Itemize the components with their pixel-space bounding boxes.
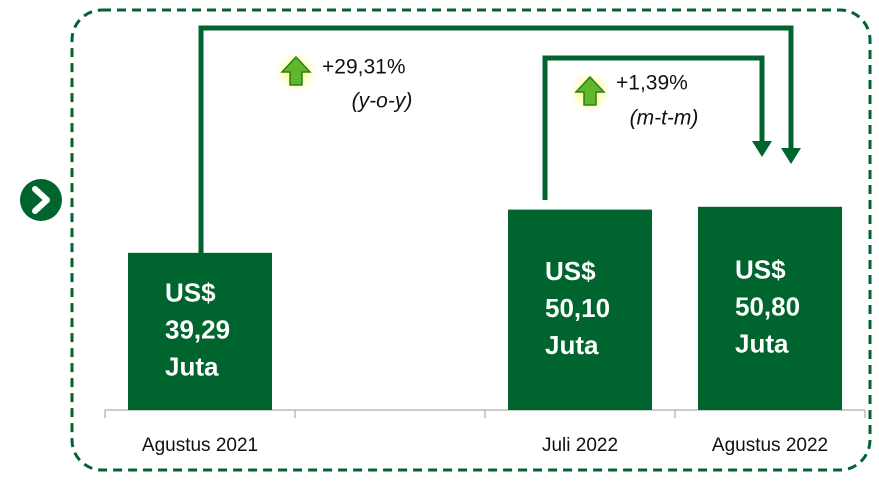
x-tick-label: Agustus 2021 (142, 435, 258, 456)
value-label: US$ 50,80 Juta (735, 254, 800, 358)
brackets (198, 25, 801, 255)
value-label: US$ 50,10 Juta (545, 256, 610, 360)
x-tick-label: Agustus 2022 (712, 435, 828, 456)
up-arrow-icon (276, 52, 316, 92)
icon-arrow (574, 75, 606, 106)
bar (508, 209, 652, 410)
up-arrow-icon (570, 72, 610, 112)
bar (128, 252, 272, 410)
frame (70, 8, 872, 472)
annotation-note: (m-t-m) (630, 107, 699, 130)
annotation-note: (y-o-y) (352, 90, 413, 113)
value-label: US$ 39,29 Juta (165, 277, 230, 381)
icon-arrow (280, 55, 312, 86)
nav-button[interactable] (20, 179, 62, 221)
annotation-value: +1,39% (616, 72, 688, 95)
annotation-value: +29,31% (322, 56, 406, 79)
x-tick-label: Juli 2022 (542, 435, 618, 456)
bar (698, 206, 842, 410)
